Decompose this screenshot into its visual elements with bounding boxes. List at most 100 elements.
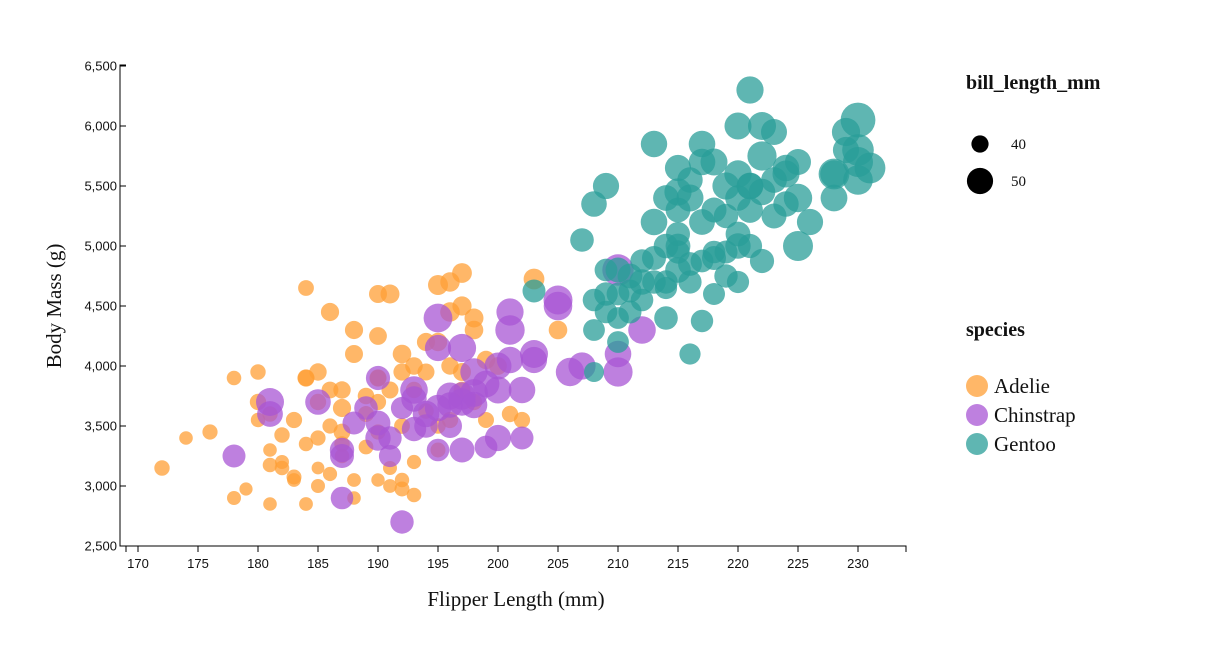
point-adelie-6	[250, 364, 266, 380]
size-legend-label-40: 40	[1011, 137, 1026, 153]
point-adelie-83	[548, 320, 568, 340]
point-gentoo-72	[796, 208, 824, 236]
point-gentoo-37	[679, 343, 701, 365]
point-adelie-36	[345, 345, 363, 363]
y-tick-label-3000: 3,000	[84, 479, 117, 494]
point-adelie-30	[322, 418, 338, 434]
point-gentoo-85	[736, 172, 764, 200]
point-chinstrap-13	[390, 510, 414, 534]
point-gentoo-83	[688, 148, 716, 176]
point-chinstrap-36	[510, 426, 534, 450]
point-adelie-18	[298, 280, 314, 296]
point-chinstrap-18	[424, 334, 452, 362]
y-tick-label-4500: 4,500	[84, 299, 117, 314]
y-tick-label-5000: 5,000	[84, 239, 117, 254]
point-gentoo-26	[654, 306, 678, 330]
axes: 170 175 180 185 190 195 200 205 210 215 220 225 230 2…	[84, 59, 907, 571]
x-tick-label-195: 195	[427, 556, 449, 571]
species-legend-label-gentoo: Gentoo	[994, 432, 1056, 456]
point-chinstrap-54	[401, 416, 427, 442]
point-chinstrap-25	[449, 437, 475, 463]
y-tick-label-4000: 4,000	[84, 359, 117, 374]
point-gentoo-75	[818, 158, 850, 190]
point-adelie-27	[320, 302, 340, 322]
point-gentoo-61	[747, 141, 777, 171]
point-gentoo-45	[703, 283, 725, 305]
y-axis-title: Body Mass (g)	[42, 244, 66, 369]
x-tick-label-230: 230	[847, 556, 869, 571]
point-gentoo-47	[713, 203, 739, 229]
point-adelie-21	[299, 497, 313, 511]
x-axis-line	[125, 545, 907, 552]
x-tick-label-190: 190	[367, 556, 389, 571]
point-gentoo-41	[690, 309, 714, 333]
x-tick-label-220: 220	[727, 556, 749, 571]
size-legend-marker-40	[971, 135, 989, 153]
point-chinstrap-33	[495, 315, 525, 345]
x-tick-label-170: 170	[127, 556, 149, 571]
point-adelie-80	[501, 405, 519, 423]
point-gentoo-71	[783, 231, 813, 261]
point-gentoo-63	[749, 248, 775, 274]
point-adelie-50	[383, 479, 397, 493]
point-chinstrap-12	[378, 444, 402, 468]
point-gentoo-18	[640, 208, 668, 236]
point-chinstrap-6	[330, 486, 354, 510]
point-chinstrap-5	[330, 444, 354, 468]
species-legend-marker-chinstrap	[966, 404, 988, 426]
point-chinstrap-52	[484, 352, 512, 380]
point-gentoo-64	[761, 119, 787, 145]
point-adelie-4	[227, 491, 241, 505]
point-adelie-54	[394, 481, 410, 497]
point-gentoo-20	[640, 130, 668, 158]
point-adelie-10	[262, 457, 278, 473]
point-chinstrap-51	[448, 382, 476, 410]
size-legend-marker-50	[966, 167, 994, 195]
point-adelie-37	[347, 473, 361, 487]
point-gentoo-50	[724, 112, 752, 140]
point-chinstrap-19	[426, 438, 450, 462]
x-axis-title: Flipper Length (mm)	[427, 587, 604, 611]
point-adelie-58	[406, 487, 422, 503]
point-gentoo-25	[654, 276, 678, 300]
y-tick-label-6500: 6,500	[84, 59, 117, 74]
point-chinstrap-40	[543, 285, 573, 315]
x-tick-label-210: 210	[607, 556, 629, 571]
point-chinstrap-49	[390, 396, 414, 420]
point-gentoo-89	[618, 279, 642, 303]
points-layer	[154, 76, 886, 534]
point-adelie-86	[287, 473, 301, 487]
point-adelie-5	[239, 482, 253, 496]
species-legend-label-chinstrap: Chinstrap	[994, 403, 1076, 427]
point-adelie-60	[417, 363, 435, 381]
point-gentoo-55	[726, 270, 750, 294]
x-tick-label-225: 225	[787, 556, 809, 571]
point-adelie-70	[452, 263, 472, 283]
point-chinstrap-38	[520, 340, 548, 368]
point-adelie-16	[285, 411, 303, 429]
x-tick-label-175: 175	[187, 556, 209, 571]
point-chinstrap-22	[438, 414, 462, 438]
point-gentoo-0	[522, 279, 546, 303]
point-adelie-1	[179, 431, 193, 445]
point-gentoo-74	[820, 184, 848, 212]
point-adelie-0	[154, 460, 170, 476]
point-chinstrap-30	[484, 376, 512, 404]
point-gentoo-1	[570, 228, 594, 252]
point-chinstrap-23	[447, 333, 477, 363]
point-adelie-11	[263, 497, 277, 511]
point-adelie-57	[406, 454, 422, 470]
y-tick-label-6000: 6,000	[84, 119, 117, 134]
point-adelie-12	[274, 427, 290, 443]
point-chinstrap-53	[365, 365, 391, 391]
point-gentoo-2	[584, 362, 604, 382]
x-tick-label-215: 215	[667, 556, 689, 571]
point-gentoo-31	[666, 222, 690, 246]
point-adelie-14	[274, 460, 290, 476]
point-gentoo-3	[583, 319, 605, 341]
y-tick-label-5500: 5,500	[84, 179, 117, 194]
y-tick-label-3500: 3,500	[84, 419, 117, 434]
point-chinstrap-46	[628, 316, 656, 344]
legend: bill_length_mm species 40 50 Adelie Chinstr…	[966, 72, 1101, 456]
point-adelie-35	[344, 320, 364, 340]
